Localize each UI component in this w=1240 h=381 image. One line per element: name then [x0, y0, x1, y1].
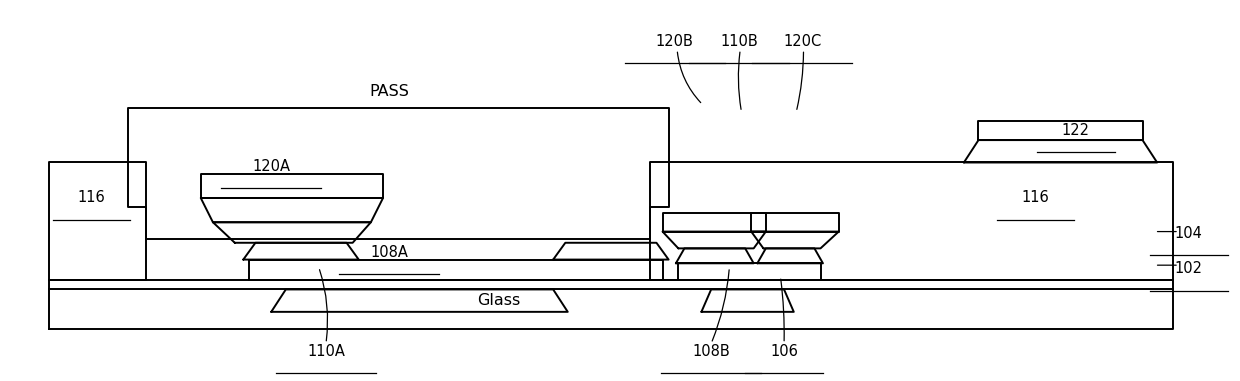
Text: 120C: 120C [784, 34, 821, 49]
Text: 122: 122 [1061, 123, 1090, 138]
Text: PASS: PASS [370, 84, 409, 99]
Text: 116: 116 [1022, 190, 1049, 205]
Text: Glass: Glass [477, 293, 520, 308]
Text: 110A: 110A [308, 344, 345, 359]
Text: 108B: 108B [692, 344, 730, 359]
Text: 120A: 120A [252, 159, 290, 174]
Text: 104: 104 [1174, 226, 1203, 241]
Text: 102: 102 [1174, 261, 1203, 276]
Text: 106: 106 [770, 344, 799, 359]
Text: 110B: 110B [720, 34, 758, 49]
Text: 116: 116 [78, 190, 105, 205]
Text: 120B: 120B [656, 34, 693, 49]
Text: 108A: 108A [371, 245, 408, 259]
